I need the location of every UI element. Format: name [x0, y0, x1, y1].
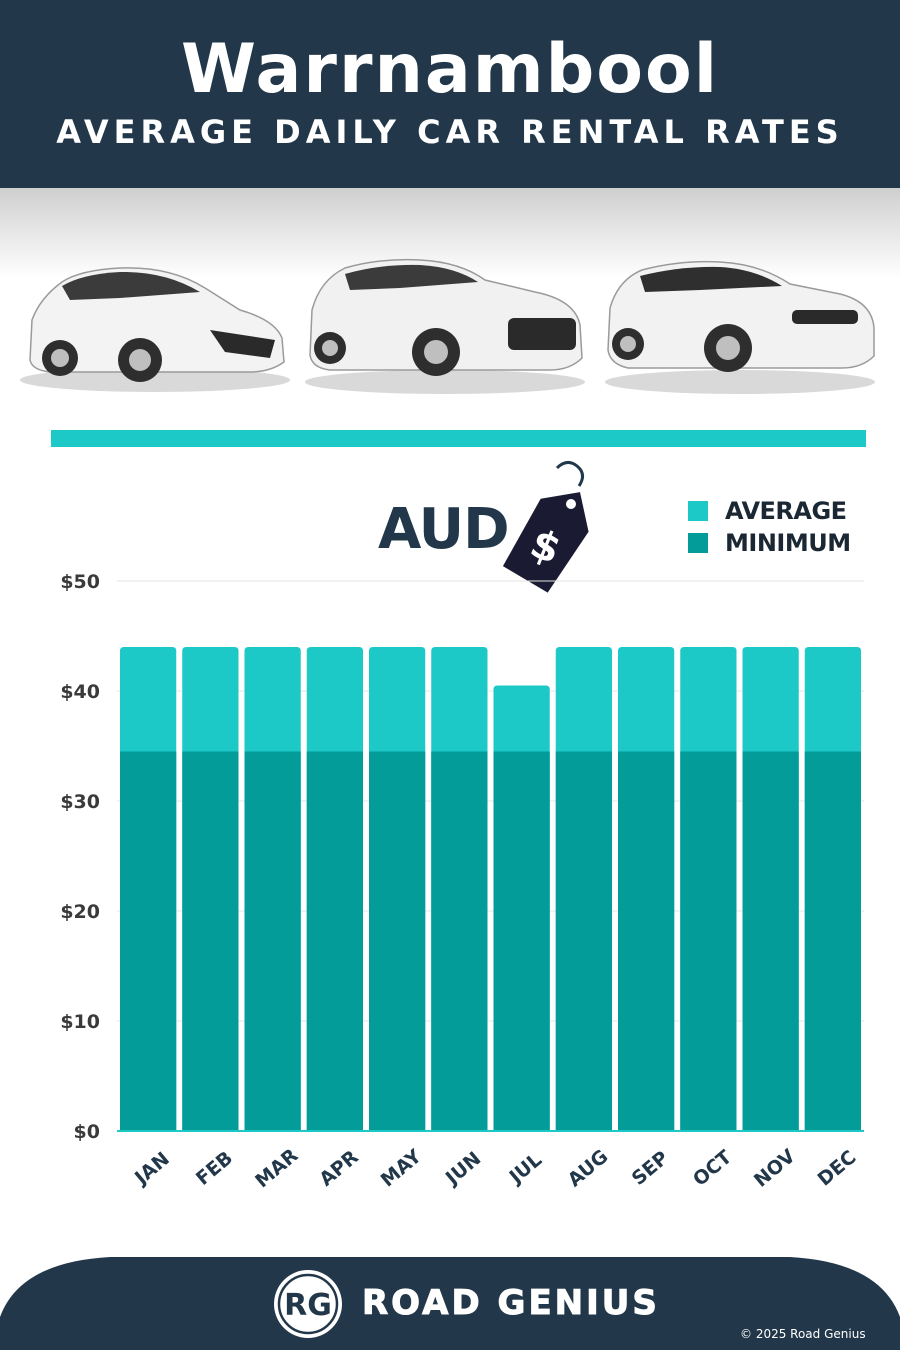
y-tick-label: $20	[60, 901, 100, 923]
x-tick-label: AUG	[564, 1145, 613, 1191]
road-genius-logo-icon: RG	[274, 1270, 342, 1338]
bar-minimum	[555, 751, 612, 1131]
hatchback-car-image	[20, 267, 290, 392]
brand-name: ROAD GENIUS	[362, 1283, 660, 1324]
bar-minimum	[306, 751, 363, 1131]
bar-minimum	[742, 751, 799, 1131]
footer-banner	[0, 1257, 900, 1350]
section-divider	[51, 430, 866, 447]
logo-text: RG	[284, 1288, 332, 1323]
x-tick-label: MAY	[377, 1145, 426, 1191]
y-tick-label: $0	[74, 1121, 100, 1143]
price-tag-icon: $	[502, 461, 589, 593]
bar-minimum	[618, 751, 675, 1131]
x-tick-label: OCT	[689, 1146, 736, 1191]
y-tick-label: $50	[60, 571, 100, 593]
cars-illustration	[20, 258, 875, 394]
legend-swatch-average	[688, 501, 708, 521]
bar-minimum	[244, 751, 301, 1131]
x-tick-label: SEP	[628, 1147, 673, 1190]
bar-minimum	[369, 751, 426, 1131]
suv-car-image	[305, 258, 585, 394]
legend-label-minimum: MINIMUM	[725, 529, 851, 557]
legend-label-average: AVERAGE	[725, 497, 847, 525]
y-tick-label: $30	[60, 791, 100, 813]
bar-minimum	[680, 751, 737, 1131]
bar-minimum	[182, 751, 239, 1131]
x-tick-label: FEB	[192, 1147, 237, 1190]
rental-rate-chart: $0 $10 $20 $30 $40 $50 JAN FEB MAR APR MAY JUN JUL AU…	[60, 571, 864, 1192]
bar-minimum	[804, 751, 861, 1131]
bar-minimum	[120, 751, 177, 1131]
x-tick-label: DEC	[814, 1146, 861, 1190]
bar-minimum	[493, 751, 550, 1131]
x-tick-label: JUL	[504, 1149, 546, 1189]
x-tick-label: JAN	[129, 1148, 174, 1190]
header-shadow	[0, 188, 900, 278]
copyright-text: © 2025 Road Genius	[740, 1327, 866, 1341]
x-tick-label: MAR	[251, 1144, 302, 1192]
header-banner: Warrnambool AVERAGE DAILY CAR RENTAL RAT…	[0, 0, 900, 188]
currency-label: AUD	[378, 497, 510, 562]
y-tick-label: $40	[60, 681, 100, 703]
bar-minimum	[431, 751, 488, 1131]
x-tick-label: JUN	[440, 1148, 485, 1191]
y-tick-label: $10	[60, 1011, 100, 1033]
x-tick-label: APR	[315, 1146, 363, 1191]
x-tick-label: NOV	[750, 1145, 800, 1192]
legend-swatch-minimum	[688, 533, 708, 553]
page-title: Warrnambool	[180, 30, 720, 109]
page-subtitle: AVERAGE DAILY CAR RENTAL RATES	[56, 113, 844, 151]
luxury-suv-car-image	[605, 260, 875, 394]
